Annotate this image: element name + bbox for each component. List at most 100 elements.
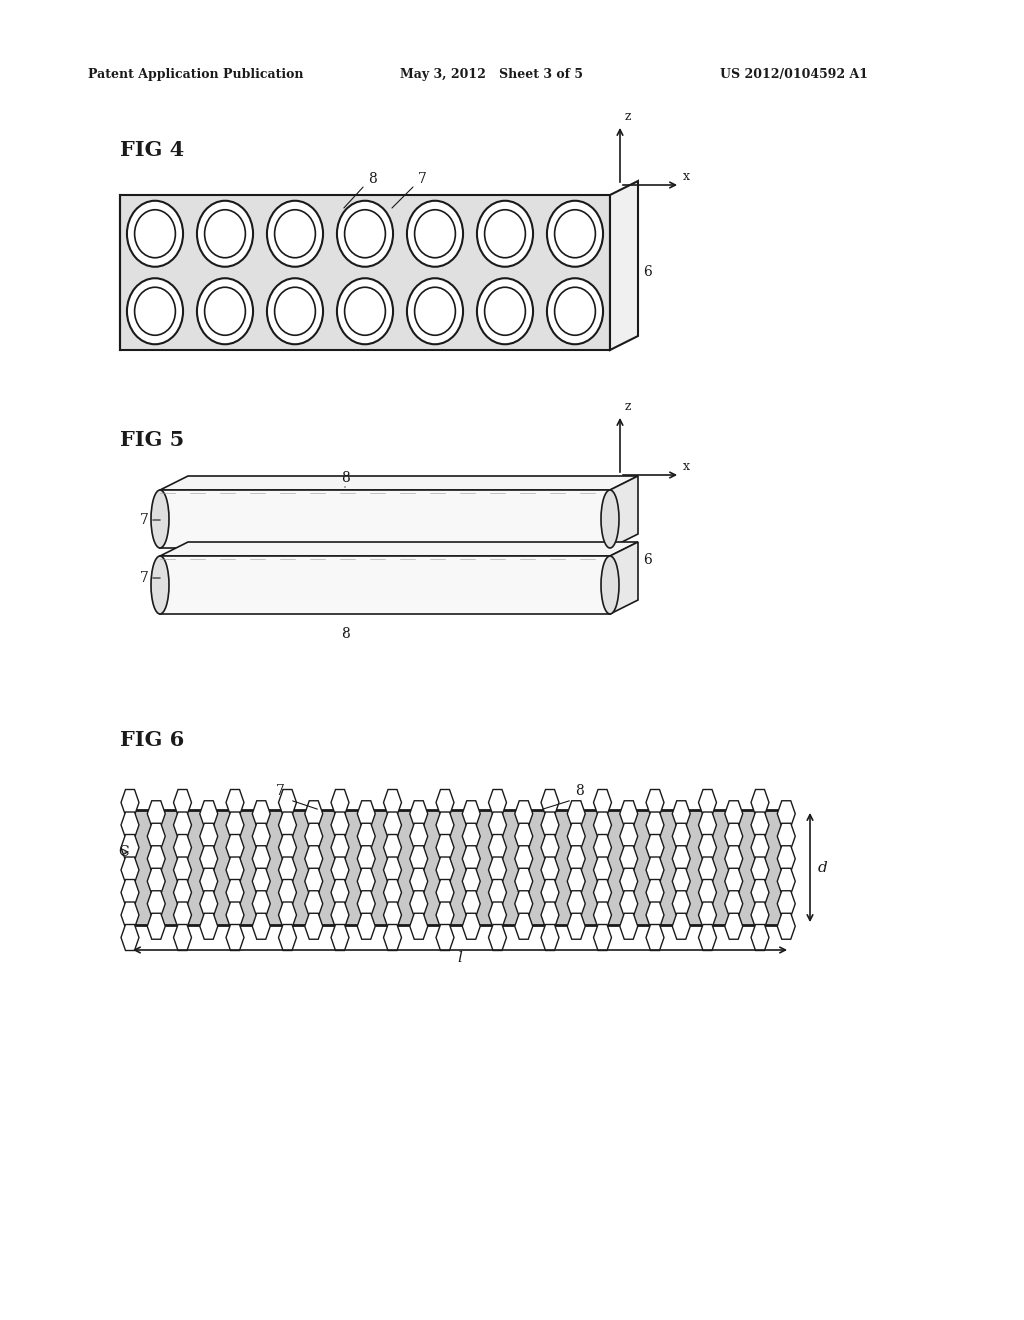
Text: d: d — [818, 861, 827, 874]
Polygon shape — [410, 913, 428, 940]
Polygon shape — [672, 801, 690, 826]
Polygon shape — [515, 891, 532, 917]
Ellipse shape — [477, 201, 534, 267]
Polygon shape — [279, 812, 297, 838]
Polygon shape — [777, 801, 796, 826]
Polygon shape — [173, 924, 191, 950]
Ellipse shape — [205, 288, 246, 335]
Polygon shape — [410, 824, 428, 849]
Polygon shape — [331, 879, 349, 906]
Polygon shape — [331, 924, 349, 950]
Polygon shape — [436, 902, 454, 928]
Text: z: z — [625, 110, 632, 123]
Polygon shape — [594, 902, 611, 928]
Polygon shape — [488, 789, 507, 816]
Polygon shape — [252, 891, 270, 917]
Polygon shape — [777, 891, 796, 917]
Polygon shape — [488, 924, 507, 950]
Polygon shape — [594, 789, 611, 816]
Polygon shape — [121, 902, 139, 928]
Polygon shape — [331, 902, 349, 928]
Polygon shape — [436, 857, 454, 883]
Ellipse shape — [484, 288, 525, 335]
Polygon shape — [384, 812, 401, 838]
Polygon shape — [147, 869, 165, 894]
Polygon shape — [777, 913, 796, 940]
Polygon shape — [226, 812, 244, 838]
Polygon shape — [279, 879, 297, 906]
Text: 7: 7 — [275, 784, 285, 799]
Polygon shape — [646, 902, 664, 928]
Polygon shape — [252, 824, 270, 849]
Polygon shape — [567, 846, 586, 871]
Polygon shape — [200, 824, 218, 849]
Polygon shape — [410, 869, 428, 894]
Polygon shape — [725, 824, 742, 849]
Text: 8: 8 — [575, 784, 585, 799]
Polygon shape — [305, 913, 323, 940]
Polygon shape — [147, 824, 165, 849]
Polygon shape — [620, 913, 638, 940]
Text: 7: 7 — [418, 172, 427, 186]
Polygon shape — [357, 801, 375, 826]
Polygon shape — [488, 834, 507, 861]
Polygon shape — [121, 789, 139, 816]
Ellipse shape — [205, 210, 246, 257]
Polygon shape — [173, 857, 191, 883]
Polygon shape — [620, 801, 638, 826]
Polygon shape — [462, 913, 480, 940]
Ellipse shape — [345, 288, 385, 335]
Polygon shape — [252, 869, 270, 894]
Polygon shape — [410, 891, 428, 917]
Polygon shape — [436, 834, 454, 861]
Polygon shape — [672, 824, 690, 849]
Polygon shape — [462, 869, 480, 894]
Polygon shape — [646, 879, 664, 906]
Text: x: x — [683, 170, 690, 183]
Text: May 3, 2012   Sheet 3 of 5: May 3, 2012 Sheet 3 of 5 — [400, 69, 583, 81]
Polygon shape — [646, 924, 664, 950]
Polygon shape — [305, 846, 323, 871]
Text: z: z — [625, 400, 632, 413]
Ellipse shape — [127, 201, 183, 267]
Polygon shape — [698, 879, 717, 906]
Polygon shape — [594, 879, 611, 906]
Ellipse shape — [267, 201, 323, 267]
Polygon shape — [594, 812, 611, 838]
Ellipse shape — [415, 210, 456, 257]
Polygon shape — [751, 789, 769, 816]
Ellipse shape — [134, 288, 175, 335]
Polygon shape — [252, 913, 270, 940]
Polygon shape — [610, 181, 638, 350]
Polygon shape — [200, 869, 218, 894]
Polygon shape — [725, 801, 742, 826]
Text: 8: 8 — [368, 172, 377, 186]
Polygon shape — [515, 846, 532, 871]
Polygon shape — [160, 543, 638, 556]
Polygon shape — [777, 869, 796, 894]
Polygon shape — [620, 891, 638, 917]
Polygon shape — [200, 846, 218, 871]
Polygon shape — [751, 924, 769, 950]
Ellipse shape — [151, 490, 169, 548]
Polygon shape — [331, 789, 349, 816]
Polygon shape — [226, 834, 244, 861]
Polygon shape — [515, 801, 532, 826]
Polygon shape — [436, 879, 454, 906]
Text: 6: 6 — [643, 265, 651, 280]
Ellipse shape — [555, 210, 595, 257]
Polygon shape — [567, 801, 586, 826]
Polygon shape — [173, 812, 191, 838]
Polygon shape — [331, 857, 349, 883]
Polygon shape — [147, 913, 165, 940]
Polygon shape — [410, 801, 428, 826]
Polygon shape — [594, 924, 611, 950]
Text: C: C — [118, 845, 129, 859]
Polygon shape — [226, 789, 244, 816]
Bar — [160, 556, 610, 614]
Polygon shape — [725, 869, 742, 894]
Polygon shape — [226, 902, 244, 928]
Text: FIG 5: FIG 5 — [120, 430, 184, 450]
Polygon shape — [436, 789, 454, 816]
Polygon shape — [567, 913, 586, 940]
